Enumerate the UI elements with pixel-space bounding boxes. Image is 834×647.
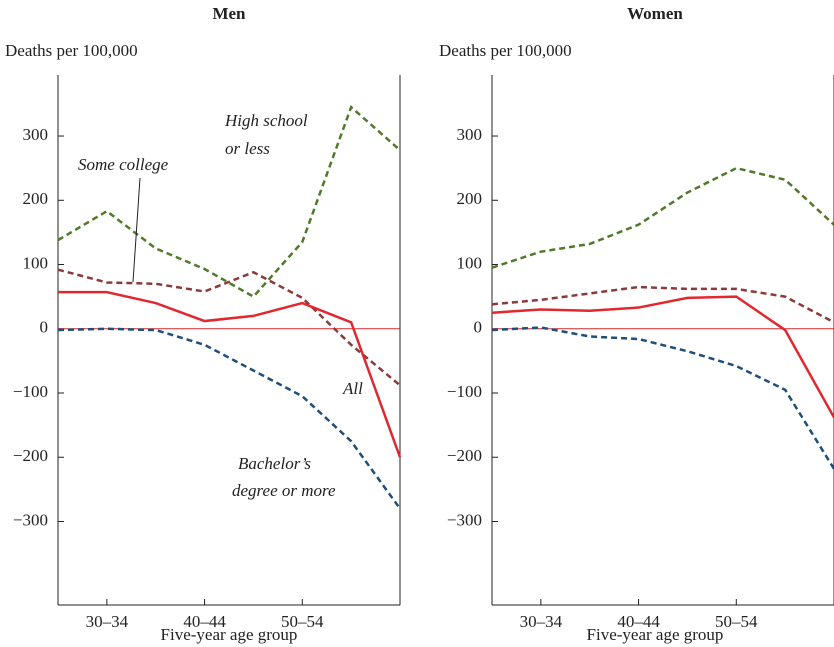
y-tick-label: 0 — [40, 318, 49, 337]
panel-title: Women — [627, 4, 683, 23]
series-line — [491, 295, 834, 419]
y-tick-label: 200 — [23, 189, 49, 208]
annotation: High school — [224, 111, 308, 130]
y-tick-label: 300 — [457, 125, 483, 144]
x-tick-label: 40–44 — [617, 612, 660, 631]
y-axis-label: Deaths per 100,000 — [439, 41, 572, 60]
y-tick-label: 100 — [23, 253, 49, 272]
annotation: degree or more — [232, 481, 336, 500]
x-axis-label: Five-year age group — [161, 625, 298, 644]
leader-line — [132, 177, 141, 283]
panel-title: Men — [212, 4, 246, 23]
series-line — [491, 166, 834, 269]
annotation: or less — [225, 139, 270, 158]
y-tick-label: 200 — [457, 189, 483, 208]
series-line — [57, 104, 401, 299]
x-tick-label: 30–34 — [520, 612, 563, 631]
y-tick-label: 0 — [474, 318, 483, 337]
series-line — [58, 290, 402, 458]
annotation: All — [342, 379, 363, 398]
annotation: Bachelor’s — [238, 454, 311, 473]
y-tick-label: −200 — [13, 446, 48, 465]
x-tick-label: 40–44 — [183, 612, 226, 631]
series-line — [491, 326, 834, 470]
y-tick-label: 100 — [457, 253, 483, 272]
x-tick-label: 50–54 — [281, 612, 324, 631]
series-line — [57, 327, 402, 510]
y-axis-label: Deaths per 100,000 — [5, 41, 138, 60]
y-tick-label: 300 — [23, 125, 49, 144]
y-tick-label: −300 — [447, 510, 482, 529]
y-tick-label: −300 — [13, 510, 48, 529]
y-tick-label: −100 — [13, 382, 48, 401]
x-tick-label: 30–34 — [86, 612, 129, 631]
series-line — [57, 268, 401, 387]
series-line — [491, 285, 834, 324]
y-tick-label: −100 — [447, 382, 482, 401]
y-tick-label: −200 — [447, 446, 482, 465]
x-axis-label: Five-year age group — [587, 625, 724, 644]
annotation: Some college — [78, 155, 169, 174]
x-tick-label: 50–54 — [715, 612, 758, 631]
